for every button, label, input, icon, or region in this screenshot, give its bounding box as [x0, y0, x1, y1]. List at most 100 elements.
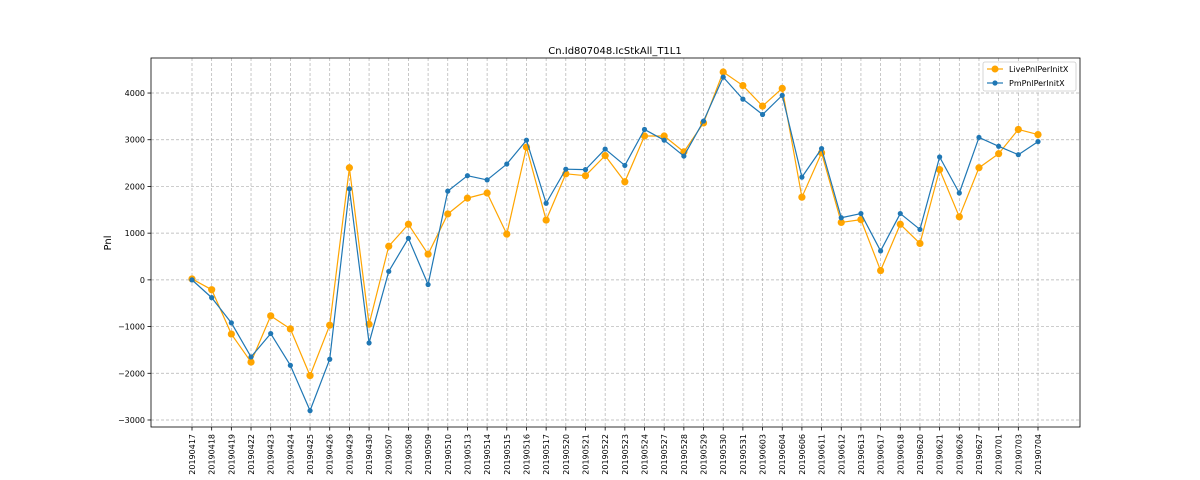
x-tick-label: 20190527: [660, 434, 669, 475]
legend: LivePnlPerInitX PmPnlPerInitX: [982, 61, 1077, 92]
x-tick-label: 20190613: [857, 434, 866, 475]
data-point: [937, 154, 943, 160]
data-point: [917, 226, 923, 233]
data-point: [720, 74, 726, 80]
data-point: [897, 210, 903, 217]
data-point: [563, 166, 569, 172]
data-point: [386, 268, 392, 275]
data-point: [798, 193, 806, 201]
plot-frame: [150, 57, 1081, 428]
x-tick-label: 20190530: [719, 434, 728, 475]
x-tick-label: 20190515: [503, 434, 512, 475]
legend-live-label: LivePnlPerInitX: [1009, 65, 1069, 74]
legend-pm-marker: [992, 80, 998, 86]
data-point: [700, 118, 707, 124]
data-point: [248, 354, 254, 360]
data-point: [345, 164, 353, 172]
x-tick-label: 20190627: [975, 434, 984, 475]
x-tick-label: 20190424: [286, 434, 295, 475]
data-point: [995, 150, 1003, 158]
chart-title: Cn.Id807048.IcStkAll_T1L1: [548, 46, 681, 57]
x-tick-label: 20190701: [995, 434, 1004, 475]
data-point: [463, 194, 472, 202]
data-point: [483, 189, 491, 197]
y-tick-label: −1000: [118, 323, 145, 332]
data-point: [956, 190, 962, 196]
data-point: [601, 152, 609, 160]
data-point: [758, 102, 767, 110]
x-tick-label: 20190704: [1034, 434, 1043, 475]
x-tick-label: 20190531: [739, 434, 748, 475]
x-tick-label: 20190422: [247, 434, 256, 475]
x-tick-label: 20190423: [267, 434, 276, 475]
data-point: [641, 126, 648, 133]
data-point: [936, 166, 944, 174]
tick-layer: −3000 −2000 −1000 0 1000 2000 3000 4000 20190417…: [118, 89, 1043, 475]
y-tick-label: 3000: [125, 136, 145, 145]
series-layer: [188, 68, 1042, 414]
data-point: [542, 216, 550, 224]
data-point: [306, 372, 314, 380]
data-point: [976, 134, 982, 141]
data-point: [287, 362, 293, 368]
x-tick-label: 20190507: [385, 434, 394, 475]
data-point: [503, 230, 511, 238]
y-tick-label: 4000: [125, 89, 145, 98]
x-tick-label: 20190617: [877, 434, 886, 475]
x-tick-label: 20190426: [326, 434, 335, 475]
x-tick-label: 20190419: [227, 434, 236, 475]
data-point: [286, 325, 294, 333]
y-tick-label: 2000: [125, 182, 145, 191]
data-point: [582, 167, 589, 173]
data-point: [327, 356, 333, 362]
x-tick-label: 20190418: [208, 434, 217, 475]
x-tick-label: 20190612: [837, 434, 846, 475]
data-point: [799, 174, 805, 180]
data-point: [779, 92, 785, 98]
x-tick-label: 20190611: [818, 434, 827, 475]
data-point: [1014, 125, 1022, 134]
x-tick-label: 20190429: [345, 434, 354, 475]
data-point: [543, 200, 549, 206]
data-point: [445, 188, 451, 194]
data-point: [523, 137, 530, 143]
data-point: [975, 164, 983, 172]
data-point: [228, 320, 234, 326]
data-point: [719, 68, 727, 76]
data-point: [838, 215, 844, 221]
data-point: [424, 250, 432, 258]
x-tick-label: 20190508: [404, 434, 413, 475]
x-tick-label: 20190513: [463, 434, 472, 475]
x-tick-label: 20190510: [444, 434, 453, 475]
x-tick-label: 20190618: [896, 434, 905, 475]
data-point: [622, 162, 628, 169]
x-tick-label: 20190606: [798, 434, 807, 475]
data-point: [405, 235, 412, 241]
x-tick-label: 20190509: [424, 434, 433, 475]
legend-live-marker: [991, 65, 999, 73]
x-tick-label: 20190603: [759, 434, 768, 475]
legend-frame: [982, 61, 1077, 92]
data-point: [955, 213, 963, 221]
x-tick-label: 20190703: [1014, 434, 1023, 475]
data-point: [1015, 152, 1021, 158]
data-point: [326, 321, 334, 329]
data-point: [484, 177, 490, 183]
data-point: [444, 210, 452, 218]
data-point: [837, 218, 845, 227]
data-point: [996, 143, 1002, 149]
data-point: [581, 172, 590, 180]
y-tick-label: 0: [140, 276, 145, 285]
data-point: [385, 242, 393, 250]
data-point: [759, 111, 766, 118]
data-point: [896, 220, 904, 228]
data-point: [209, 295, 215, 301]
data-point: [208, 286, 216, 294]
data-point: [268, 330, 274, 337]
y-tick-label: −3000: [118, 416, 145, 425]
x-tick-label: 20190522: [601, 434, 610, 475]
x-tick-label: 20190514: [483, 434, 492, 475]
x-tick-label: 20190523: [621, 434, 630, 475]
data-point: [366, 340, 372, 346]
